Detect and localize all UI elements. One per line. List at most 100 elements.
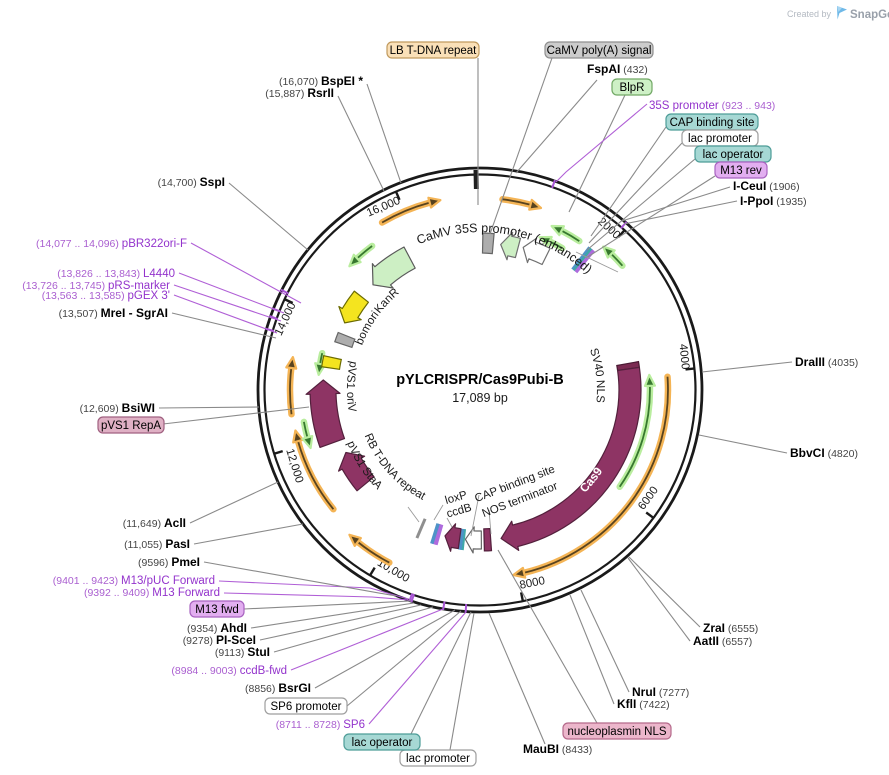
backbone-outer-ring [256, 166, 704, 614]
label-fspai-line [515, 79, 598, 174]
cap-binding-site-stripes-0 [460, 528, 467, 551]
nucleoplasmin-nls-feature[interactable] [483, 527, 493, 552]
green-arc-5-head [301, 435, 314, 450]
label-35s-promoter[interactable]: 35S promoter (923 .. 943) [649, 100, 775, 112]
label-m13-forward-line [223, 592, 410, 601]
nos-terminator-feature[interactable] [464, 526, 482, 554]
label-l4440[interactable]: (13,826 .. 13,843) L4440 [57, 268, 175, 280]
pvs1-staa-feature[interactable] [338, 451, 375, 492]
label-aatii-line [627, 557, 691, 642]
label-rsrii-text: (15,887) RsrII [265, 86, 334, 100]
bom-feature[interactable] [334, 331, 356, 349]
pvs1-oriv-feature[interactable] [321, 354, 343, 370]
label-fspai[interactable]: FspAI (432) [587, 62, 648, 76]
label-nucleoplasmin-nls[interactable]: nucleoplasmin NLS [562, 722, 672, 740]
label-pvs1-repa[interactable]: pVS1 RepA [97, 416, 165, 434]
ccdb-feature[interactable] [444, 523, 462, 552]
label-cap-binding-site-top[interactable]: CAP binding site [665, 113, 759, 131]
label-pmei[interactable]: (9596) PmeI [138, 555, 200, 569]
label-bsiwi[interactable]: (12,609) BsiWI [80, 401, 155, 415]
pointer-line [575, 251, 619, 273]
outside-labels: LB T-DNA repeat CaMV poly(A) signal FspAI … [22, 41, 858, 767]
label-l4440-line [178, 272, 285, 314]
label-m13-puc-forward[interactable]: (9401 .. 9423) M13/pUC Forward [53, 575, 215, 587]
label-acli-text: (11,649) AclI [123, 516, 186, 530]
label-maubi[interactable]: MauBI (8433) [523, 742, 592, 756]
label-pgex-3[interactable]: (13,563 .. 13,585) pGEX 3' [42, 290, 170, 302]
label-blpr-box[interactable] [611, 78, 653, 96]
label-pvs1-repa-box[interactable] [97, 416, 165, 434]
label-maubi-text: MauBI (8433) [523, 742, 592, 756]
label-m13-rev[interactable]: M13 rev [714, 161, 768, 179]
label-pasi[interactable]: (11,055) PasI [124, 537, 190, 551]
label-lac-operator-bottom-box[interactable] [343, 733, 421, 751]
label-sspi[interactable]: (14,700) SspI [158, 175, 225, 189]
label-i-ppoi[interactable]: I-PpoI (1935) [740, 194, 807, 208]
label-nucleoplasmin-nls-box[interactable] [562, 722, 672, 740]
pointer-line [470, 494, 480, 537]
promoter-white-arrow[interactable] [522, 237, 551, 266]
label-camv-polya-signal-box[interactable] [544, 41, 654, 59]
orange-arc-1-head [427, 196, 442, 209]
label-m13-fwd[interactable]: M13 fwd [189, 600, 245, 618]
label-i-ceui-text: I-CeuI (1906) [733, 179, 800, 193]
kanr-feature[interactable] [371, 246, 416, 289]
label-blpr[interactable]: BlpR [611, 78, 653, 96]
label-lb-t-dna-repeat[interactable]: LB T-DNA repeat [386, 41, 480, 59]
scale-tick-label: 4000 [676, 343, 690, 370]
label-35s-promoter-text: 35S promoter (923 .. 943) [649, 100, 775, 112]
label-draiii-line [701, 361, 793, 373]
label-acli[interactable]: (11,649) AclI [123, 516, 186, 530]
label-camv-polya-signal[interactable]: CaMV poly(A) signal [544, 41, 654, 59]
label-sp6[interactable]: (8711 .. 8728) SP6 [276, 719, 365, 731]
label-lac-operator-top[interactable]: lac operator [694, 145, 772, 163]
label-nucleoplasmin-nls-line [497, 549, 598, 724]
label-lac-operator-bottom[interactable]: lac operator [343, 733, 421, 751]
label-bspei-line [366, 83, 402, 184]
cap-lac-m13rev-stripes-1 [572, 247, 594, 272]
label-pi-scei[interactable]: (9278) PI-SceI [183, 633, 256, 647]
label-mrei-sgrai[interactable]: (13,507) MreI - SgrAI [59, 306, 168, 320]
label-lac-promoter-top[interactable]: lac promoter [681, 129, 759, 147]
loxp-stripes-0 [434, 524, 444, 546]
label-m13-rev-box[interactable] [714, 161, 768, 179]
camv-35s-promoter-arrow[interactable] [500, 231, 522, 261]
orange-arc-6-core [289, 367, 293, 415]
cas9-feature[interactable] [500, 366, 642, 551]
label-m13-fwd-box[interactable] [189, 600, 245, 618]
label-stui[interactable]: (9113) StuI [215, 645, 270, 659]
label-mrei-sgrai-text: (13,507) MreI - SgrAI [59, 306, 168, 320]
label-zrai[interactable]: ZraI (6555) [703, 621, 758, 635]
pvs1-repa-feature[interactable] [305, 379, 346, 448]
label-bbvci[interactable]: BbvCI (4820) [790, 446, 858, 460]
green-arc-2-head [538, 235, 553, 248]
label-bspei[interactable]: (16,070) BspEI * [279, 74, 363, 88]
label-m13-rev-text: M13 rev [720, 165, 762, 177]
label-kfli[interactable]: KflI (7422) [617, 697, 670, 711]
ori-feature[interactable] [338, 290, 369, 324]
primer-tick [280, 288, 289, 295]
label-nrui[interactable]: NruI (7277) [632, 685, 689, 699]
camv-polya-signal-feature[interactable] [481, 232, 495, 255]
label-prs-marker[interactable]: (13,726 .. 13,745) pRS-marker [22, 280, 170, 292]
label-draiii[interactable]: DraIII (4035) [795, 355, 858, 369]
label-m13-forward[interactable]: (9392 .. 9409) M13 Forward [84, 587, 220, 599]
label-ahdi[interactable]: (9354) AhdI [187, 621, 247, 635]
label-sp6-promoter[interactable]: SP6 promoter [264, 697, 348, 715]
label-lac-promoter-bottom-box[interactable] [399, 749, 477, 767]
label-lac-promoter-bottom[interactable]: lac promoter [399, 749, 477, 767]
label-pbr322ori-f[interactable]: (14,077 .. 14,096) pBR322ori-F [36, 238, 187, 250]
label-lb-t-dna-repeat-box[interactable] [386, 41, 480, 59]
label-sp6-promoter-box[interactable] [264, 697, 348, 715]
label-rsrii[interactable]: (15,887) RsrII [265, 86, 334, 100]
label-bsrgi[interactable]: (8856) BsrGI [245, 681, 311, 695]
orange-arc-1-core [381, 201, 430, 224]
label-ccdb-fwd[interactable]: (8984 .. 9003) ccdB-fwd [171, 665, 287, 677]
label-sp6-text: (8711 .. 8728) SP6 [276, 719, 365, 731]
pointer-line [407, 506, 420, 523]
label-i-ceui[interactable]: I-CeuI (1906) [733, 179, 800, 193]
label-pasi-line [193, 523, 304, 545]
label-prs-marker-text: (13,726 .. 13,745) pRS-marker [22, 280, 170, 292]
label-aatii[interactable]: AatII (6557) [693, 634, 752, 648]
